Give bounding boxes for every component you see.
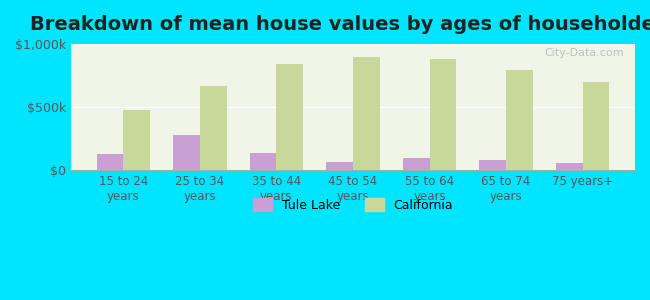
Bar xyxy=(326,162,353,170)
Bar xyxy=(200,85,227,170)
Bar xyxy=(556,163,582,170)
Bar xyxy=(173,136,200,170)
Bar xyxy=(582,82,609,170)
Bar xyxy=(430,59,456,170)
Title: Breakdown of mean house values by ages of householders: Breakdown of mean house values by ages o… xyxy=(30,15,650,34)
Bar xyxy=(403,158,430,170)
Bar xyxy=(353,56,380,170)
Bar xyxy=(276,64,304,170)
Text: City-Data.com: City-Data.com xyxy=(544,48,624,58)
Bar xyxy=(124,110,150,170)
Bar xyxy=(250,153,276,170)
Bar xyxy=(479,160,506,170)
Bar xyxy=(97,154,124,170)
Legend: Tule Lake, California: Tule Lake, California xyxy=(248,194,458,217)
Bar xyxy=(506,70,533,170)
